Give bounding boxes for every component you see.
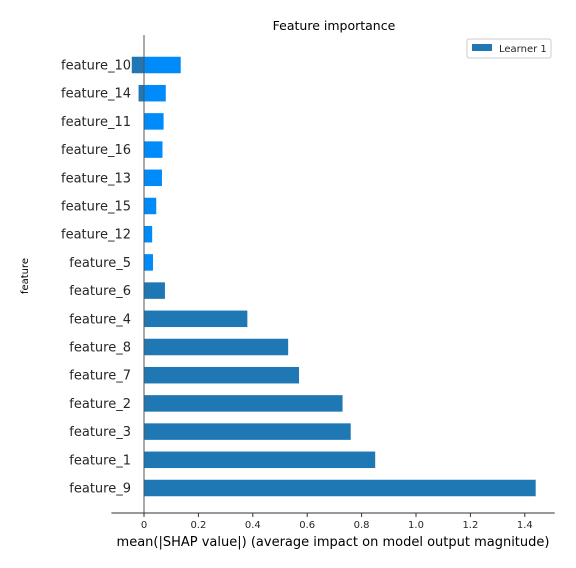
bar-feature_10 [131,56,144,74]
y-axis-label: feature [20,258,31,294]
bar-feature_12-highlight [144,225,153,243]
category-label: feature_6 [69,284,131,299]
bar-feature_10-highlight [144,56,181,74]
bar-feature_6 [144,282,165,299]
category-labels: feature_10 feature_14 feature_11 feature_16… [61,59,131,497]
bar-feature_5-highlight [144,254,153,271]
bar-feature_4 [144,310,248,328]
x-tick-label: 0.4 [245,520,261,531]
category-label: feature_1 [69,453,131,468]
bar-feature_9 [144,479,536,497]
bar-feature_3 [144,423,351,440]
category-label: feature_10 [61,59,131,74]
category-label: feature_4 [69,312,131,327]
category-label: feature_14 [61,87,131,102]
category-label: feature_5 [69,256,131,271]
category-label: feature_2 [69,397,131,412]
x-tick-label: 1.2 [462,520,478,531]
legend-swatch [472,44,492,51]
legend-label: Learner 1 [499,44,547,55]
category-label: feature_11 [61,115,131,130]
x-tick-label: 1.4 [517,520,533,531]
category-label: feature_8 [69,341,131,356]
category-label: feature_9 [69,482,131,497]
legend: Learner 1 [466,38,552,59]
category-label: feature_7 [69,369,131,384]
bar-feature_8 [144,338,289,356]
bar-feature_15-highlight [144,197,157,215]
category-label: feature_3 [69,425,131,440]
x-tick-label: 0 [141,520,147,531]
x-tick-label: 1.0 [408,520,424,531]
category-label: feature_16 [61,143,131,158]
category-label: feature_12 [61,228,131,243]
bar-feature_7 [144,366,300,384]
x-tick-label: 0.6 [299,520,315,531]
x-tick-label: 0.8 [354,520,370,531]
x-tick-label: 0.2 [190,520,206,531]
category-label: feature_13 [61,171,131,186]
category-label: feature_15 [61,200,131,215]
bar-feature_14 [138,84,144,102]
bar-feature_13-highlight [144,169,162,187]
bar-feature_2 [144,395,343,412]
bars-layer [131,56,536,497]
axes-layer: 0 0.2 0.4 0.6 0.8 1.0 1.2 1.4 [111,35,555,531]
bar-feature_14-highlight [144,84,166,102]
bar-feature_1 [144,451,376,469]
bar-feature_11-highlight [144,113,164,130]
x-axis-label: mean(|SHAP value|) (average impact on mo… [117,535,550,550]
legend-box [466,38,552,59]
chart-title: Feature importance [273,18,396,33]
bar-feature_16-highlight [144,141,163,158]
